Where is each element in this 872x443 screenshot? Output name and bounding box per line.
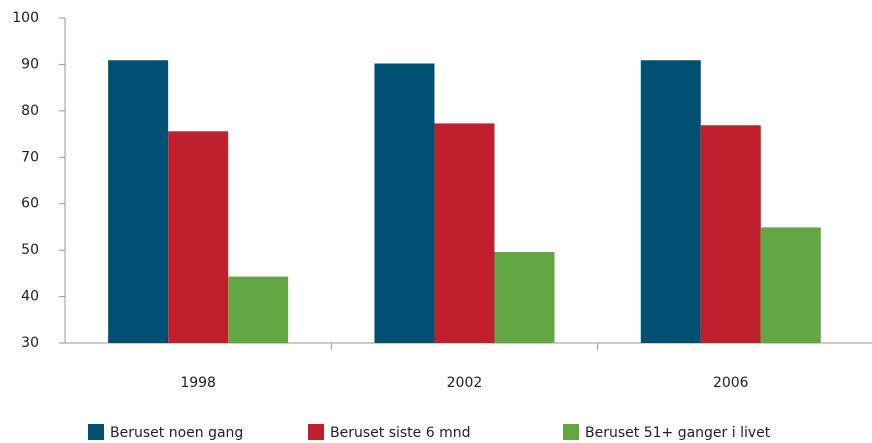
y-tick-label: 80 [21, 103, 39, 119]
legend-swatch [308, 424, 324, 440]
y-tick-label: 100 [12, 10, 39, 26]
y-tick-label: 50 [21, 242, 39, 258]
y-tick-label: 40 [21, 289, 39, 305]
y-tick-label: 60 [21, 196, 39, 212]
x-tick-label: 2002 [447, 375, 483, 391]
bar [374, 63, 435, 343]
legend-label: Beruset 51+ ganger i livet [585, 425, 771, 441]
legend-swatch [563, 424, 579, 440]
x-tick-label: 2006 [713, 375, 749, 391]
bar [434, 123, 495, 344]
legend-label: Beruset siste 6 mnd [330, 425, 470, 441]
bar [228, 276, 289, 343]
legend-label: Beruset noen gang [110, 425, 243, 441]
x-tick-label: 1998 [180, 375, 216, 391]
y-tick-label: 70 [21, 149, 39, 165]
bar [760, 227, 821, 343]
legend-swatch [88, 424, 104, 440]
y-tick-label: 90 [21, 56, 39, 72]
bar [494, 252, 555, 343]
bar [108, 60, 169, 343]
bar [168, 131, 229, 343]
bar [640, 60, 701, 343]
bar [700, 125, 761, 343]
y-tick-label: 30 [21, 335, 39, 351]
